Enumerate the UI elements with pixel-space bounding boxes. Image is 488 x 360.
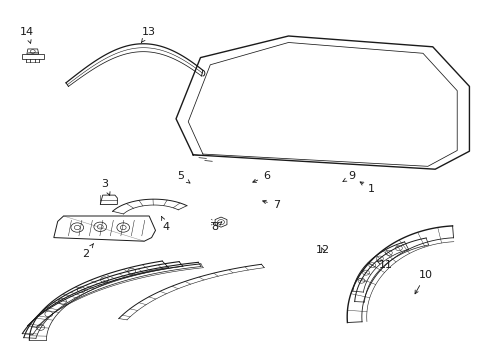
Text: 12: 12 [315,245,329,255]
Text: 7: 7 [262,200,279,210]
Text: 1: 1 [359,182,374,194]
Text: 3: 3 [102,179,110,195]
Text: 9: 9 [342,171,355,181]
Text: 8: 8 [211,222,222,232]
Text: 14: 14 [20,27,34,43]
Text: 11: 11 [376,260,392,270]
Text: 4: 4 [161,216,169,232]
Text: 13: 13 [141,27,156,42]
Text: 6: 6 [252,171,269,183]
Text: 5: 5 [177,171,190,183]
Text: 2: 2 [82,244,93,259]
Text: 10: 10 [414,270,431,294]
